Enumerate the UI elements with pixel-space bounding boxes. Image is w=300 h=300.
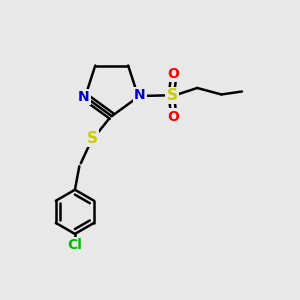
Text: O: O (168, 67, 180, 81)
Text: N: N (78, 90, 89, 104)
Text: Cl: Cl (68, 238, 82, 252)
Text: S: S (87, 131, 98, 146)
Text: N: N (134, 88, 146, 102)
Text: O: O (168, 110, 180, 124)
Text: S: S (167, 88, 178, 103)
